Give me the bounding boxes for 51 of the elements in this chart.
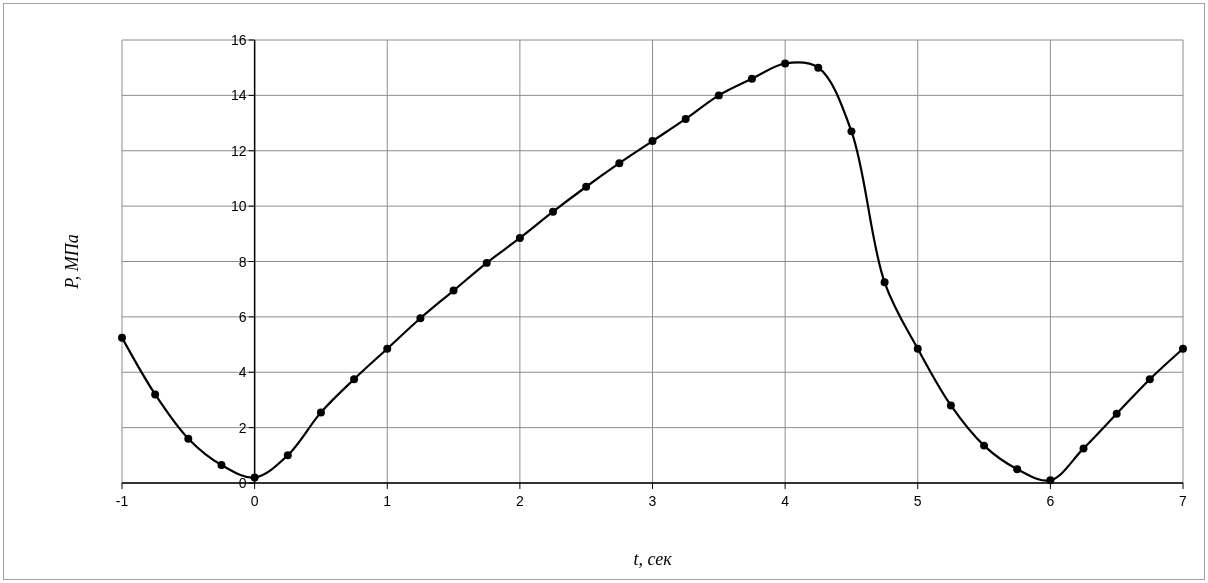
point — [747, 74, 756, 83]
point — [847, 127, 856, 136]
point — [118, 333, 126, 342]
point — [1112, 409, 1121, 418]
y-tick-label: 2 — [238, 419, 247, 436]
point — [217, 461, 226, 469]
point — [316, 408, 325, 417]
point — [814, 63, 823, 72]
point — [880, 278, 889, 287]
point — [582, 182, 591, 191]
x-tick-label: 0 — [250, 493, 259, 509]
point — [714, 91, 723, 100]
x-tick-label: 7 — [1179, 493, 1188, 509]
x-tick-label: 2 — [515, 493, 524, 509]
point — [781, 59, 790, 68]
point — [350, 375, 359, 384]
y-tick-label: 16 — [231, 32, 247, 48]
point — [283, 451, 292, 460]
x-tick-label: -1 — [115, 493, 129, 509]
point — [980, 441, 989, 450]
point — [913, 344, 922, 353]
y-tick-label: 4 — [238, 364, 247, 381]
point — [184, 434, 193, 443]
x-tick-label: 6 — [1046, 493, 1055, 509]
x-tick-label: 5 — [913, 493, 922, 509]
y-tick-label: 8 — [238, 253, 247, 270]
y-tick-label: 6 — [238, 308, 247, 325]
point — [449, 286, 458, 295]
x-tick-label: 3 — [648, 493, 657, 509]
point — [648, 137, 657, 146]
point — [615, 159, 624, 168]
point — [383, 344, 392, 353]
point — [1179, 344, 1187, 353]
y-tick-label: 14 — [231, 87, 247, 104]
point — [482, 258, 491, 267]
point — [1079, 444, 1088, 453]
point — [549, 207, 558, 216]
point — [416, 314, 425, 323]
x-axis-title: t, сек — [633, 549, 673, 569]
point — [515, 233, 524, 242]
point — [1046, 476, 1055, 485]
y-tick-label: 10 — [231, 198, 247, 215]
y-tick-label: 12 — [231, 142, 247, 159]
point — [1013, 465, 1022, 474]
point — [151, 390, 160, 399]
x-tick-label: 1 — [383, 493, 392, 509]
point — [1145, 375, 1154, 384]
y-axis-title: P, МПа — [62, 234, 82, 290]
point — [946, 401, 955, 410]
x-tick-label: 4 — [781, 493, 790, 509]
point — [681, 114, 690, 123]
